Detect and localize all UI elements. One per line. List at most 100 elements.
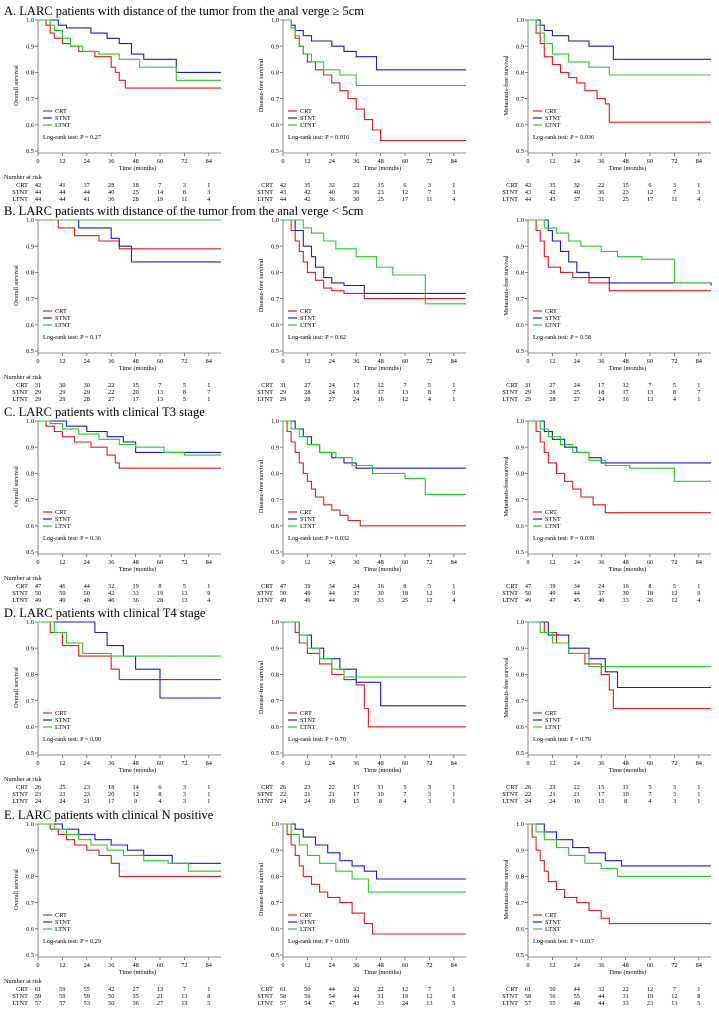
- at-risk-cell: 1: [697, 583, 700, 590]
- at-risk-cell: 46: [59, 583, 65, 590]
- at-risk-cell: 23: [377, 189, 383, 196]
- at-risk-cell: 16: [377, 396, 383, 403]
- at-risk-cell: 1: [207, 784, 210, 791]
- at-risk-cell: 13: [426, 1000, 432, 1007]
- x-tick-label: 0: [36, 760, 39, 767]
- at-risk-row-label: STNT: [12, 389, 28, 396]
- at-risk-cell: 19: [157, 196, 163, 203]
- y-tick-label: 0.9: [271, 243, 279, 250]
- at-risk-cell: 37: [353, 590, 359, 597]
- at-risk-row-label: CRT: [261, 583, 273, 590]
- at-risk-cell: 33: [132, 590, 138, 597]
- y-tick-label: 0.8: [516, 70, 524, 77]
- y-tick-label: 0.5: [26, 952, 34, 959]
- x-axis-label: Time (months): [609, 165, 646, 172]
- x-tick-label: 12: [304, 760, 310, 767]
- at-risk-cell: 8: [452, 993, 455, 1000]
- at-risk-cell: 1: [452, 798, 455, 805]
- curve-ltnt: [528, 19, 711, 76]
- at-risk-cell: 7: [158, 382, 161, 389]
- curve-stnt: [283, 621, 466, 707]
- x-tick-label: 36: [108, 962, 114, 969]
- at-risk-cell: 8: [403, 583, 406, 590]
- pvalue-text: Log-rank test: P = 0.017: [533, 938, 594, 945]
- at-risk-cell: 29: [280, 396, 286, 403]
- at-risk-cell: 16: [622, 583, 628, 590]
- x-tick-label: 36: [353, 559, 359, 566]
- y-tick-label: 0.5: [516, 750, 524, 757]
- at-risk-cell: 35: [304, 182, 310, 189]
- at-risk-cell: 24: [402, 1000, 409, 1007]
- at-risk-cell: 17: [622, 389, 628, 396]
- at-risk-cell: 33: [377, 1000, 383, 1007]
- at-risk-cell: 25: [402, 597, 408, 604]
- at-risk-row-label: CRT: [506, 583, 518, 590]
- y-tick-label: 1.0: [26, 619, 34, 626]
- curve-ltnt: [528, 823, 711, 877]
- at-risk-cell: 17: [132, 396, 138, 403]
- x-axis-label: Time (months): [364, 566, 401, 573]
- at-risk-cell: 28: [304, 396, 310, 403]
- at-risk-cell: 42: [108, 590, 114, 597]
- x-tick-label: 36: [108, 559, 114, 566]
- at-risk-cell: 18: [132, 182, 138, 189]
- at-risk-cell: 1: [207, 798, 210, 805]
- x-tick-label: 0: [281, 158, 284, 165]
- pvalue-text: Log-rank test: P = 0.79: [533, 736, 591, 743]
- x-tick-label: 12: [304, 559, 310, 566]
- at-risk-cell: 24: [598, 583, 605, 590]
- at-risk-cell: 15: [598, 784, 604, 791]
- x-tick-label: 0: [281, 559, 284, 566]
- y-tick-label: 0.9: [26, 243, 34, 250]
- at-risk-cell: 4: [158, 798, 162, 805]
- legend-label: CRT: [545, 912, 557, 919]
- y-tick-label: 0.7: [516, 698, 524, 705]
- at-risk-cell: 18: [647, 590, 653, 597]
- at-risk-cell: 45: [574, 597, 580, 604]
- x-tick-label: 0: [36, 358, 39, 365]
- y-tick-label: 0.5: [271, 549, 279, 556]
- x-axis-label: Time (months): [364, 969, 401, 976]
- at-risk-cell: 34: [574, 583, 581, 590]
- at-risk-cell: 56: [549, 993, 555, 1000]
- x-tick-label: 84: [451, 358, 458, 365]
- at-risk-cell: 12: [671, 590, 677, 597]
- at-risk-cell: 17: [647, 196, 653, 203]
- curve-stnt: [283, 823, 466, 880]
- at-risk-cell: 54: [329, 993, 336, 1000]
- x-tick-label: 72: [426, 559, 432, 566]
- at-risk-cell: 19: [574, 798, 580, 805]
- at-risk-cell: 39: [549, 583, 555, 590]
- at-risk-cell: 37: [574, 196, 580, 203]
- legend-label: LTNT: [55, 122, 71, 129]
- y-tick-label: 0.8: [271, 874, 279, 881]
- at-risk-row-label: CRT: [261, 182, 273, 189]
- at-risk-cell: 10: [622, 791, 628, 798]
- x-tick-label: 48: [132, 158, 138, 165]
- pvalue-text: Log-rank test: P = 0.036: [533, 134, 594, 141]
- at-risk-cell: 44: [280, 196, 287, 203]
- y-axis-label: Disease-free survival: [258, 661, 265, 715]
- legend-label: CRT: [545, 308, 557, 315]
- at-risk-cell: 47: [549, 597, 555, 604]
- pvalue-text: Log-rank test: P = 0.90: [43, 736, 101, 743]
- at-risk-cell: 28: [132, 196, 138, 203]
- at-risk-cell: 16: [622, 396, 628, 403]
- at-risk-row-label: LTNT: [502, 798, 518, 805]
- at-risk-cell: 40: [329, 189, 335, 196]
- at-risk-row-label: LTNT: [12, 396, 28, 403]
- y-tick-label: 0.6: [26, 724, 34, 731]
- x-tick-label: 60: [647, 962, 653, 969]
- at-risk-cell: 44: [84, 583, 91, 590]
- at-risk-cell: 29: [525, 389, 531, 396]
- at-risk-cell: 5: [673, 382, 676, 389]
- at-risk-cell: 7: [403, 791, 406, 798]
- at-risk-cell: 12: [426, 993, 432, 1000]
- y-tick-label: 0.5: [271, 348, 279, 355]
- at-risk-cell: 44: [353, 993, 360, 1000]
- legend-label: STNT: [545, 919, 561, 926]
- at-risk-cell: 50: [304, 986, 310, 993]
- at-risk-cell: 26: [525, 784, 531, 791]
- x-axis-label: Time (months): [119, 365, 156, 372]
- x-tick-label: 36: [353, 158, 359, 165]
